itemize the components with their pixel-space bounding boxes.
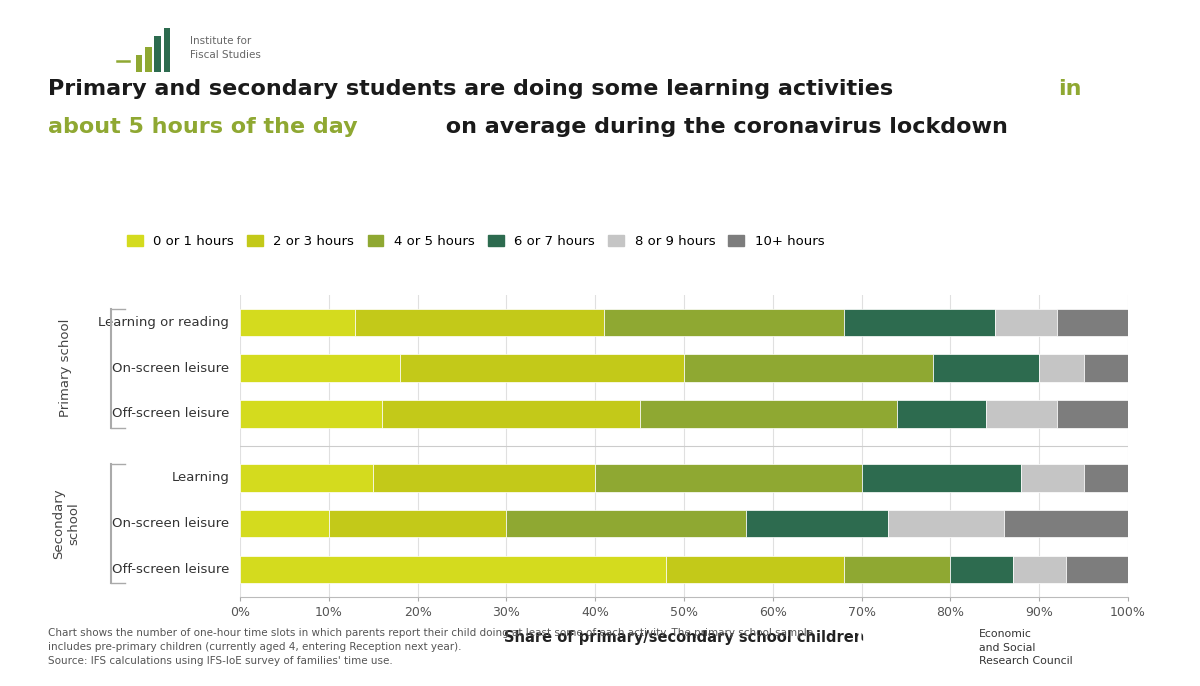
Bar bbox=[666, 556, 844, 583]
Text: Institute for
Fiscal Studies: Institute for Fiscal Studies bbox=[190, 36, 260, 60]
Text: Learning or reading: Learning or reading bbox=[98, 316, 229, 329]
Bar bbox=[1084, 355, 1128, 382]
Bar bbox=[862, 464, 1021, 492]
Bar bbox=[136, 56, 143, 72]
Bar bbox=[640, 400, 898, 427]
Text: On-screen leisure: On-screen leisure bbox=[113, 517, 229, 530]
Bar bbox=[1003, 510, 1128, 537]
Bar bbox=[1039, 355, 1084, 382]
Bar bbox=[746, 510, 888, 537]
Bar bbox=[145, 47, 151, 72]
Text: in: in bbox=[1058, 80, 1082, 99]
Text: Primary and secondary students are doing some learning activities: Primary and secondary students are doing… bbox=[48, 80, 901, 99]
Bar bbox=[888, 510, 1003, 537]
Bar bbox=[240, 400, 382, 427]
X-axis label: Share of primary/secondary school children: Share of primary/secondary school childr… bbox=[504, 630, 864, 645]
Text: Learning: Learning bbox=[172, 471, 229, 484]
Bar bbox=[1066, 556, 1128, 583]
Bar bbox=[1084, 464, 1128, 492]
Bar bbox=[1021, 464, 1084, 492]
Bar bbox=[604, 309, 844, 336]
Text: Chart shows the number of one-hour time slots in which parents report their chil: Chart shows the number of one-hour time … bbox=[48, 628, 814, 665]
Bar bbox=[382, 400, 640, 427]
Bar bbox=[240, 464, 373, 492]
Text: about 5 hours of the day: about 5 hours of the day bbox=[48, 117, 358, 137]
Bar bbox=[995, 309, 1057, 336]
Text: Economic
and Social
Research Council: Economic and Social Research Council bbox=[979, 629, 1073, 666]
Bar bbox=[844, 556, 950, 583]
Bar bbox=[163, 28, 170, 72]
Bar bbox=[932, 355, 1039, 382]
Bar bbox=[240, 309, 355, 336]
Text: On-screen leisure: On-screen leisure bbox=[113, 362, 229, 375]
Bar bbox=[684, 355, 932, 382]
Bar bbox=[950, 556, 1013, 583]
Bar bbox=[329, 510, 506, 537]
Text: Primary school: Primary school bbox=[60, 319, 72, 417]
Legend: 0 or 1 hours, 2 or 3 hours, 4 or 5 hours, 6 or 7 hours, 8 or 9 hours, 10+ hours: 0 or 1 hours, 2 or 3 hours, 4 or 5 hours… bbox=[127, 235, 824, 248]
Text: on average during the coronavirus lockdown: on average during the coronavirus lockdo… bbox=[438, 117, 1008, 137]
Bar bbox=[1013, 556, 1066, 583]
Text: Off-screen leisure: Off-screen leisure bbox=[112, 407, 229, 421]
Text: UK
RI: UK RI bbox=[857, 631, 882, 664]
Bar bbox=[595, 464, 862, 492]
Bar bbox=[506, 510, 746, 537]
Bar bbox=[898, 400, 986, 427]
Bar bbox=[1057, 400, 1128, 427]
Bar bbox=[373, 464, 595, 492]
Text: Off-screen leisure: Off-screen leisure bbox=[112, 563, 229, 576]
Bar bbox=[240, 556, 666, 583]
Bar bbox=[1057, 309, 1128, 336]
Bar bbox=[240, 355, 400, 382]
Text: Secondary
school: Secondary school bbox=[52, 488, 80, 559]
Bar bbox=[155, 36, 161, 72]
Bar bbox=[986, 400, 1057, 427]
Bar bbox=[400, 355, 684, 382]
Bar bbox=[355, 309, 604, 336]
Bar bbox=[240, 510, 329, 537]
Bar bbox=[844, 309, 995, 336]
